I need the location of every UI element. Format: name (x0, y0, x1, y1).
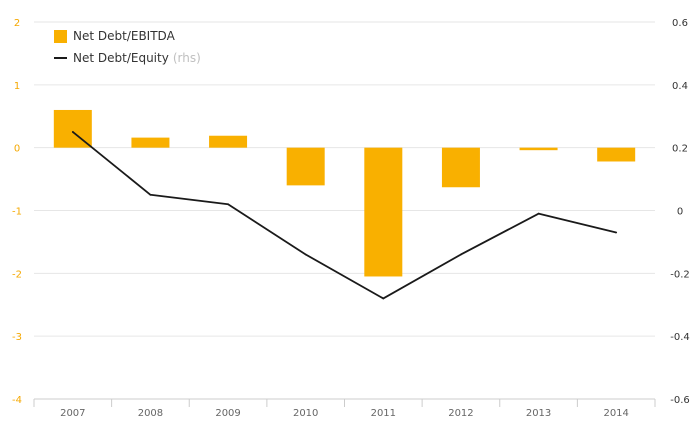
line-point (615, 231, 618, 234)
legend-item-net-debt-ebitda[interactable]: Net Debt/EBITDA (54, 26, 201, 46)
x-axis-tick-label: 2011 (371, 408, 396, 419)
line-point (149, 193, 152, 196)
legend-label: Net Debt/Equity (73, 51, 169, 65)
x-axis-tick-label: 2010 (293, 408, 318, 419)
line-point (71, 131, 74, 133)
bar-series (53, 109, 636, 277)
chart-legend: Net Debt/EBITDA Net Debt/Equity (rhs) (54, 26, 201, 70)
gridlines (34, 21, 655, 400)
left-axis-tick-label: 1 (14, 81, 20, 92)
left-axis-tick-label: -4 (12, 395, 22, 406)
line-point (537, 212, 540, 215)
legend-suffix: (rhs) (172, 51, 201, 65)
left-axis-tick-label: 0 (14, 144, 20, 155)
left-axis-tick-label: -1 (12, 207, 22, 218)
right-axis-tick-label: -0.2 (670, 269, 690, 280)
line-point (382, 297, 385, 300)
bar (441, 147, 480, 188)
right-axis-tick-label: 0 (677, 207, 683, 218)
bar (131, 137, 170, 148)
right-axis-tick-label: -0.6 (670, 395, 690, 406)
line-point (304, 253, 307, 256)
x-axis-tick-label: 2009 (215, 408, 240, 419)
x-axis-tick-label: 2012 (448, 408, 473, 419)
bar (286, 147, 325, 186)
legend-line-swatch (54, 57, 67, 59)
bar (597, 147, 636, 162)
x-axis-tick-label: 2014 (603, 408, 628, 419)
bar (519, 147, 558, 151)
legend-bar-swatch (54, 29, 67, 43)
left-axis-tick-label: -2 (12, 269, 22, 280)
axes: 2 1 0 -1 -2 -3 -4 0.6 0.4 0.2 0 -0.2 -0.4 -0.6 2007 200… (12, 18, 690, 419)
left-axis-tick-label: 2 (14, 18, 20, 29)
line-point (227, 203, 229, 206)
bar (209, 135, 248, 148)
right-axis-tick-label: 0.4 (672, 81, 688, 92)
x-axis-tick-label: 2007 (60, 408, 85, 419)
left-axis-tick-label: -3 (12, 332, 22, 343)
right-axis-tick-label: -0.4 (670, 332, 690, 343)
line-point (460, 253, 462, 256)
series-line (72, 131, 617, 300)
line-series (71, 131, 618, 300)
x-axis-tick-label: 2008 (138, 408, 163, 419)
legend-item-net-debt-equity[interactable]: Net Debt/Equity (rhs) (54, 48, 201, 68)
legend-label: Net Debt/EBITDA (73, 29, 175, 43)
right-axis-tick-label: 0.2 (672, 144, 688, 155)
bar (364, 147, 403, 277)
right-axis-tick-label: 0.6 (672, 18, 688, 29)
x-axis-tick-label: 2013 (526, 408, 551, 419)
